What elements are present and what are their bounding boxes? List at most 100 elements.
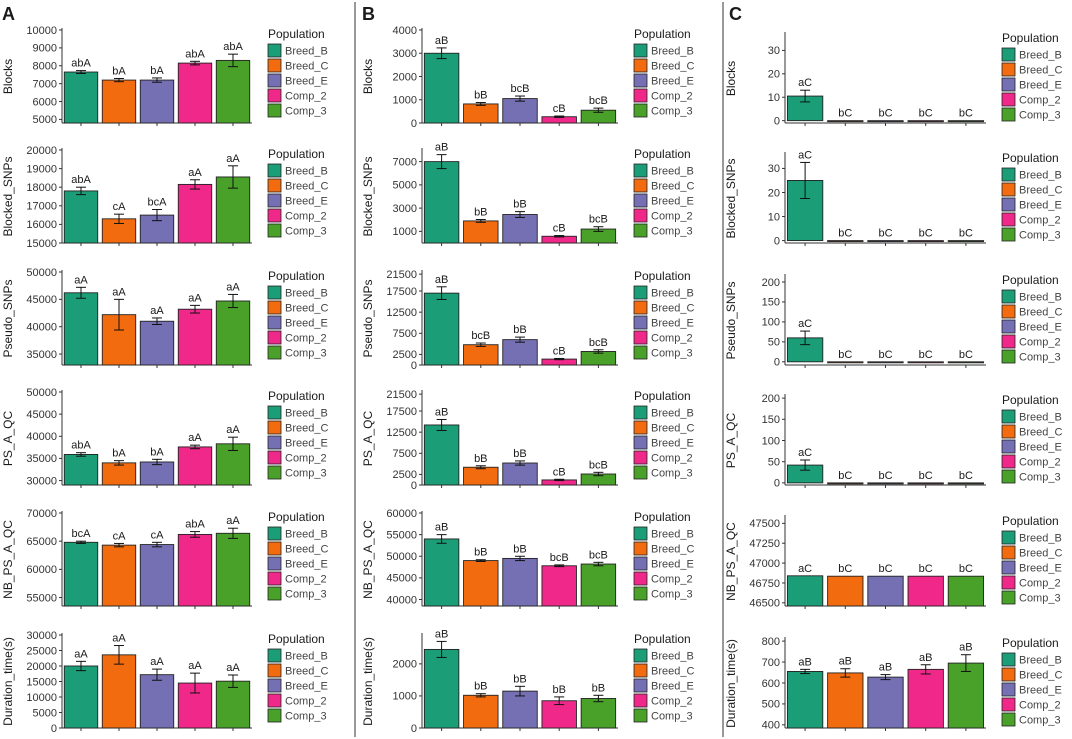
legend-label: Breed_B: [651, 408, 694, 420]
legend-label: Comp_2: [651, 574, 693, 586]
legend-title: Population: [268, 27, 325, 41]
legend-swatch: [633, 58, 648, 73]
legend-swatch: [1001, 334, 1016, 349]
y-tick-label: 6000: [33, 96, 57, 108]
bar-breed-e: [867, 575, 904, 607]
bar-breed-e: [139, 320, 175, 366]
significance-label: aC: [798, 563, 812, 575]
bar-breed-b: [786, 671, 824, 729]
legend-swatch: [1001, 712, 1016, 727]
bar-breed-e: [867, 120, 904, 123]
y-tick-label: 2500: [393, 469, 417, 481]
significance-label: bA: [150, 446, 164, 458]
bar-comp-2: [177, 62, 213, 124]
y-tick-label: 30: [768, 163, 780, 175]
legend-title: Population: [268, 389, 325, 403]
y-tick-label: 100: [762, 435, 780, 447]
y-tick-label: 16000: [26, 219, 57, 231]
legend-label: Breed_C: [285, 544, 328, 556]
chart-a-1: 5000 6000 7000 8000 9000 10000 Blocks abA bA bA ab…: [1, 25, 328, 126]
legend-label: Comp_2: [285, 91, 327, 103]
y-tick-label: 40000: [26, 322, 57, 334]
y-tick-label: 12500: [386, 307, 417, 319]
bar-comp-3: [215, 532, 251, 607]
legend-label: Breed_E: [1019, 685, 1062, 697]
significance-label: bC: [878, 108, 892, 120]
bar-comp-2: [907, 361, 944, 364]
legend-title: Population: [268, 632, 325, 646]
legend-label: Breed_E: [1019, 442, 1062, 454]
bar-comp-3: [947, 482, 985, 485]
legend-label: Breed_E: [285, 76, 328, 88]
significance-label: bC: [838, 563, 852, 575]
legend-title: Population: [634, 510, 691, 524]
legend-swatch: [267, 43, 282, 58]
significance-label: bC: [959, 108, 973, 120]
significance-label: bC: [838, 108, 852, 120]
legend-label: Comp_3: [1019, 715, 1061, 727]
panel-labels: A B C: [2, 4, 742, 24]
legend-label: Breed_C: [285, 61, 328, 73]
y-axis-label: Blocks: [1, 59, 15, 94]
significance-label: bcA: [72, 528, 92, 540]
legend-swatch: [1001, 682, 1016, 697]
significance-label: aB: [435, 142, 448, 154]
y-tick-label: 60000: [386, 508, 417, 520]
legend-swatch: [633, 223, 648, 238]
significance-label: bcB: [471, 330, 490, 342]
bar-comp-2: [177, 183, 213, 244]
y-tick-label: 47250: [749, 538, 780, 550]
legend-swatch: [1001, 575, 1016, 590]
bar-breed-c: [463, 466, 499, 486]
legend-label: Comp_2: [1019, 578, 1061, 590]
legend-swatch: [633, 300, 648, 315]
bar-breed-c: [827, 120, 864, 123]
y-axis-label: Blocked_SNPs: [724, 158, 738, 238]
legend-swatch: [1001, 409, 1016, 424]
significance-label: bB: [474, 453, 487, 465]
legend-title: Population: [634, 389, 691, 403]
bar-breed-c: [101, 654, 137, 729]
legend-swatch: [1001, 424, 1016, 439]
legend-label: Breed_B: [285, 408, 328, 420]
legend-swatch: [267, 556, 282, 571]
y-tick-label: 7500: [393, 328, 417, 340]
legend-label: Breed_E: [285, 318, 328, 330]
y-tick-label: 40000: [26, 431, 57, 443]
bar-breed-c: [463, 344, 499, 366]
y-tick-label: 50: [768, 456, 780, 468]
significance-label: aB: [879, 662, 892, 674]
y-tick-label: 7500: [393, 448, 417, 460]
significance-label: bB: [474, 90, 487, 102]
y-axis-label: PS_A_QC: [361, 410, 375, 466]
significance-label: bC: [878, 349, 892, 361]
significance-label: aA: [188, 292, 202, 304]
legend-swatch: [633, 526, 648, 541]
y-tick-label: 40000: [386, 594, 417, 606]
legend-label: Breed_B: [651, 651, 694, 663]
bar-comp-3: [215, 59, 251, 124]
legend-swatch: [267, 450, 282, 465]
y-axis-label: PS_A_QC: [1, 410, 15, 466]
significance-label: bC: [919, 349, 933, 361]
bar-comp-3: [580, 563, 617, 607]
y-tick-label: 0: [411, 723, 417, 735]
bar-breed-e: [867, 482, 904, 485]
bar-breed-c: [827, 361, 864, 364]
bar-breed-c: [101, 544, 137, 607]
chart-a-4: 30000 35000 40000 45000 50000 PS_A_QC abA bA bA a…: [1, 387, 328, 488]
significance-label: aB: [435, 274, 448, 286]
significance-label: bcB: [589, 337, 608, 349]
legend-swatch: [633, 285, 648, 300]
bar-breed-e: [502, 98, 538, 124]
bar-breed-c: [827, 672, 864, 729]
legend-title: Population: [1002, 636, 1059, 650]
y-axis-label: Duration_time(s): [724, 639, 738, 728]
legend-label: Breed_B: [1019, 170, 1062, 182]
significance-label: bcA: [148, 197, 168, 209]
bar-comp-3: [947, 120, 985, 123]
legend-swatch: [633, 648, 648, 663]
y-tick-label: 10000: [26, 692, 57, 704]
